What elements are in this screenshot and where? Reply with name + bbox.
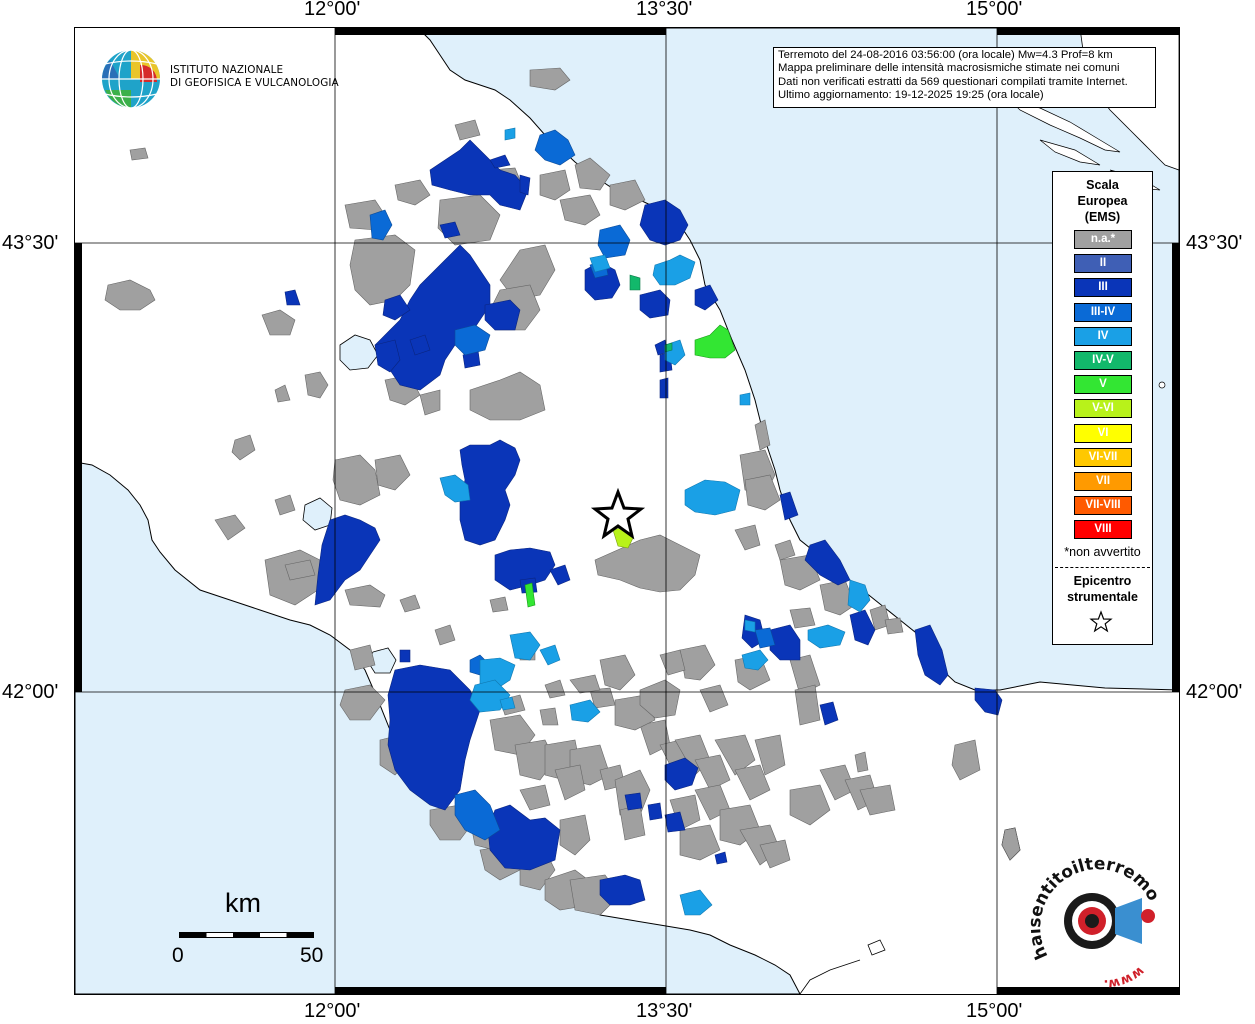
island-small [1158,381,1166,389]
legend-note: *non avvertito [1064,545,1141,559]
haisentito-logo-icon: haisentitoilterremoto.it www. [1030,858,1162,988]
legend-swatch: VII [1074,472,1132,491]
coord-top-2: 13°30' [636,0,693,20]
info-line-4: Ultimo aggiornamento: 19-12-2025 19:25 (… [778,89,1044,102]
coord-bottom-3: 15°00' [966,1000,1023,1022]
legend-swatch: VII-VIII [1074,496,1132,516]
legend: Scala Europea (EMS) n.a.* II III III-IV IV IV… [1052,171,1153,645]
ingv-logo-text: ISTITUTO NAZIONALE DI GEOFISICA E VULCAN… [170,64,339,89]
info-box: Terremoto del 24-08-2016 03:56:00 (ora l… [773,47,1156,108]
legend-swatch: VI-VII [1074,447,1132,467]
coord-bottom-2: 13°30' [636,1000,693,1022]
gaeta-coast [799,959,861,995]
coord-bottom-1: 12°00' [304,1000,361,1022]
coord-top-1: 12°00' [304,0,361,20]
epicenter-title: Epicentro strumentale [1053,573,1152,605]
info-line-1: Terremoto del 24-08-2016 03:56:00 (ora l… [778,49,1113,61]
info-line-2: Mappa preliminare delle intensità macros… [778,62,1120,75]
scale-unit: km [225,888,261,918]
municipalities-III [284,139,1003,906]
coord-left-1: 43°30' [2,232,59,254]
coord-right-2: 42°00' [1186,681,1243,703]
croatian-island-2 [1039,139,1101,166]
legend-separator [1055,567,1150,568]
epicenter-line-1: Epicentro [1073,574,1132,588]
epicenter-star-icon [1089,610,1113,633]
adriatic-sea [416,27,1180,691]
legend-title-3: (EMS) [1084,210,1121,224]
municipalities-IV-V [629,274,673,353]
coord-right-1: 43°30' [1186,232,1243,254]
legend-swatch: V [1074,375,1132,395]
legend-swatch: III-IV [1074,302,1132,322]
coord-left-2: 42°00' [2,681,59,703]
haisentito-www: www. [1103,963,1147,988]
lake-trasimeno [339,334,379,371]
legend-swatch: VI [1074,423,1132,443]
legend-swatch: II [1074,254,1132,274]
ingv-logo-icon [102,49,160,109]
legend-swatch: VIII [1074,520,1132,540]
municipalities-IV [439,127,871,916]
svg-text:www.: www. [1103,963,1147,988]
map-frame [74,27,1180,995]
legend-swatch: IV [1074,326,1132,346]
coord-top-3: 15°00' [966,0,1023,20]
legend-swatch: V-VI [1074,399,1132,419]
municipalities-V [524,324,736,608]
graticule [75,28,1179,994]
info-line-3: Dati non verificati estratti da 569 ques… [778,75,1128,88]
tyrrhenian-island [867,939,886,956]
scale-max: 50 [300,944,324,967]
legend-swatch: III [1074,278,1132,298]
ingv-line-2: DI GEOFISICA E VULCANOLOGIA [170,76,339,89]
ingv-line-1: ISTITUTO NAZIONALE [170,64,284,76]
legend-swatch: n.a.* [1074,230,1132,249]
legend-title-2: Europea [1077,194,1128,208]
legend-title: Scala Europea (EMS) [1053,177,1152,225]
epicenter-star [590,487,646,540]
croatian-island-1 [1008,99,1121,153]
scale-bar-group: km 0 50 [170,888,330,978]
scale-bar [179,932,314,938]
legend-swatch: IV-V [1074,351,1132,370]
scale-min: 0 [172,944,184,967]
epicenter-line-2: strumentale [1067,590,1138,604]
frame-bands [74,27,1180,995]
legend-title-1: Scala [1086,178,1119,192]
